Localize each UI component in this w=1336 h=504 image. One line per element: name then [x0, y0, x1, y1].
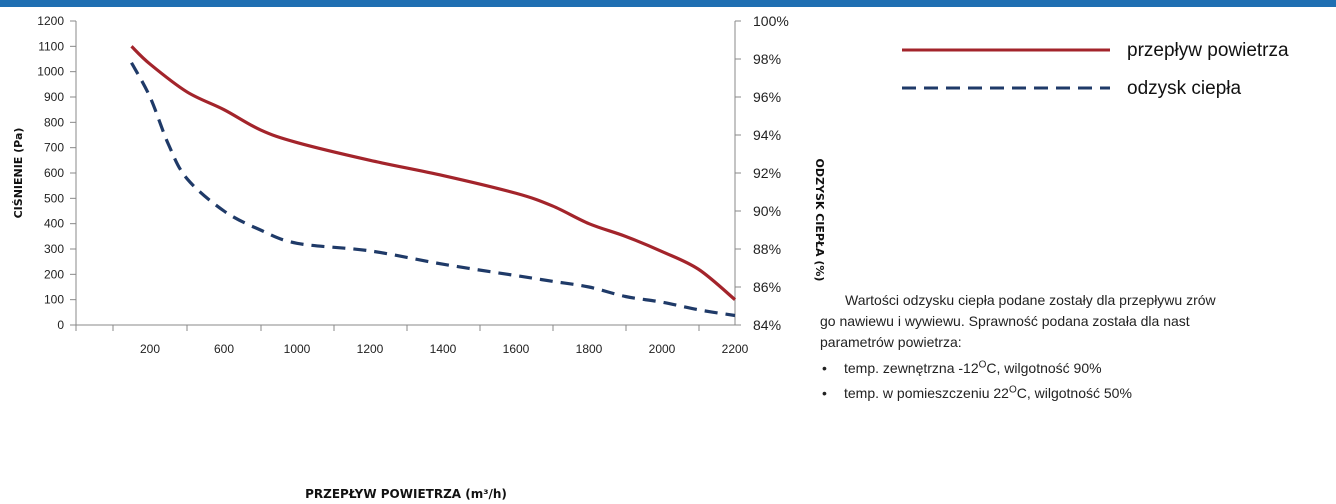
y-axis-title: CIŚNIENIE (Pa)	[12, 128, 25, 219]
bullet-list: • temp. zewnętrzna -12OC, wilgotność 90%…	[820, 358, 1336, 404]
y2-tick-label: 94%	[753, 127, 781, 143]
right-axis: 84% 86% 88% 90% 92% 94% 96% 98% 100%	[734, 13, 789, 333]
y-tick-label: 400	[44, 217, 64, 231]
y-tick-label: 600	[44, 166, 64, 180]
bullet-item: • temp. zewnętrzna -12OC, wilgotność 90%	[820, 358, 1336, 379]
left-axis: 0 100 200 300 400 500 600 700 800 900 1000 1100 1200	[37, 14, 77, 332]
x-tick-label: 2000	[649, 342, 676, 356]
x-tick-label: 200	[140, 342, 160, 356]
bullet-text-after: C, wilgotność 90%	[986, 360, 1102, 376]
x-tick-label: 1800	[576, 342, 603, 356]
note-line-3: parametrów powietrza:	[820, 334, 962, 350]
x-tick-label: 600	[214, 342, 234, 356]
y2-tick-label: 90%	[753, 203, 781, 219]
bullet-text-sup: O	[978, 359, 987, 371]
bullet-text-sup: O	[1008, 384, 1017, 396]
bullet-dot-icon: •	[822, 385, 827, 401]
y-tick-label: 200	[44, 267, 64, 281]
legend: przepływ powietrza odzysk ciepła	[902, 40, 1289, 99]
y-tick-label: 0	[57, 318, 64, 332]
x-tick-label: 1600	[503, 342, 530, 356]
series-line-heat-recovery	[130, 62, 736, 318]
note-block: Wartości odzysku ciepła podane zostały d…	[820, 290, 1336, 404]
y-tick-label: 1100	[38, 39, 64, 53]
y2-tick-label: 100%	[753, 13, 789, 29]
note-line-1: Wartości odzysku ciepła podane zostały d…	[845, 292, 1216, 308]
bullet-text: temp. w pomieszczeniu 22OC, wilgotność 5…	[844, 383, 1132, 404]
y2-tick-label: 96%	[753, 89, 781, 105]
bullet-text: temp. zewnętrzna -12OC, wilgotność 90%	[844, 358, 1102, 379]
bullet-text-before: temp. zewnętrzna -12	[844, 360, 979, 376]
legend-label: przepływ powietrza	[1127, 40, 1289, 61]
y-tick-label: 800	[44, 115, 64, 129]
x-axis-title: PRZEPŁYW POWIETRZA (m³/h)	[305, 487, 507, 501]
bullet-dot-icon: •	[822, 360, 827, 376]
y-tick-label: 100	[44, 293, 64, 307]
y2-tick-label: 84%	[753, 317, 781, 333]
y-tick-label: 900	[44, 90, 64, 104]
x-tick-label: 1000	[284, 342, 311, 356]
x-tick-label: 2200	[722, 342, 749, 356]
top-accent-bar	[0, 0, 1336, 7]
y2-tick-label: 86%	[753, 279, 781, 295]
x-tick-label: 1400	[430, 342, 457, 356]
x-axis: 200 600 1000 1200 1400 1600 1800 2000 2200	[75, 324, 749, 356]
series-line-airflow	[130, 45, 737, 301]
x-tick-label: 1200	[357, 342, 384, 356]
y2-tick-label: 98%	[753, 51, 781, 67]
y-tick-label: 700	[44, 141, 64, 155]
series-layer	[130, 45, 737, 318]
bullet-text-before: temp. w pomieszczeniu 22	[844, 385, 1009, 401]
legend-label: odzysk ciepła	[1127, 78, 1241, 99]
y2-tick-label: 92%	[753, 165, 781, 181]
y-tick-label: 300	[44, 242, 64, 256]
y-tick-label: 1200	[37, 14, 64, 28]
note-line-2: go nawiewu i wywiewu. Sprawność podana z…	[820, 313, 1190, 329]
y2-tick-label: 88%	[753, 241, 781, 257]
y-tick-label: 1000	[37, 65, 64, 79]
bullet-text-after: C, wilgotność 50%	[1016, 385, 1132, 401]
y-tick-label: 500	[44, 191, 64, 205]
y2-axis-title: ODZYSK CIEPŁA (%)	[813, 159, 826, 282]
bullet-item: • temp. w pomieszczeniu 22OC, wilgotność…	[820, 383, 1336, 404]
